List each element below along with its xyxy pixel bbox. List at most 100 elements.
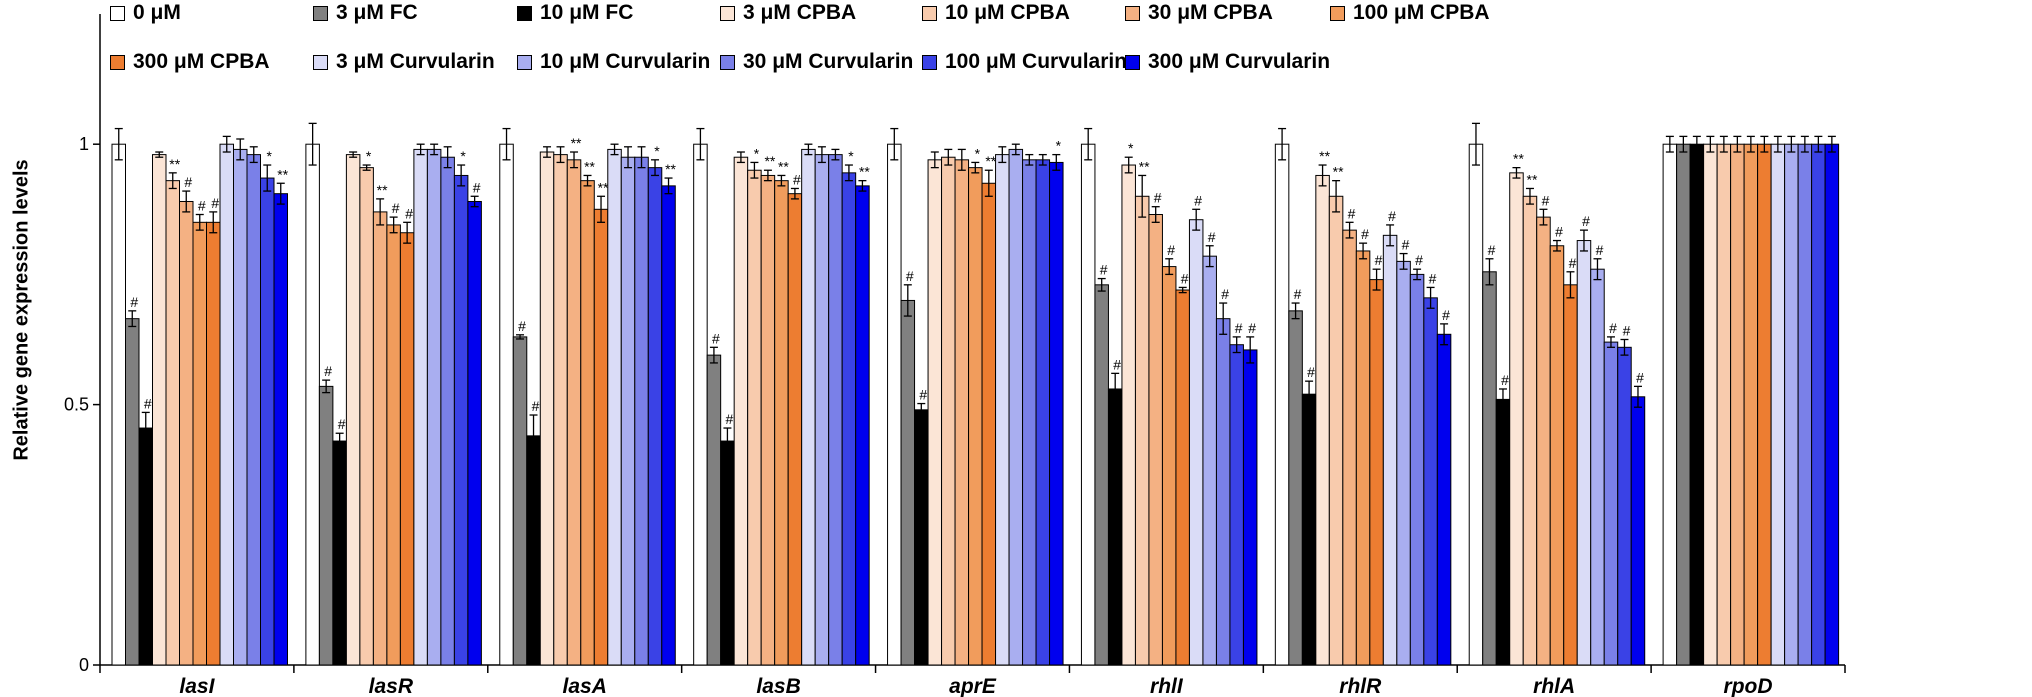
legend-swatch [1330, 5, 1345, 21]
significance-mark: # [405, 205, 413, 221]
significance-mark: # [1167, 242, 1175, 258]
significance-mark: # [532, 398, 540, 414]
significance-mark: * [366, 148, 372, 164]
significance-mark: # [392, 200, 400, 216]
bar [1242, 349, 1258, 666]
significance-mark: ** [985, 153, 996, 169]
bar [1175, 289, 1190, 666]
legend-label: 0 μM [133, 1, 181, 24]
legend-swatch [720, 54, 735, 70]
significance-mark: # [1542, 192, 1550, 208]
significance-mark: # [1582, 213, 1590, 229]
significance-mark: # [324, 363, 332, 379]
bar [747, 169, 762, 666]
bar [1509, 172, 1524, 666]
significance-mark: * [848, 148, 854, 164]
bar [386, 224, 401, 666]
bar [1522, 195, 1538, 666]
significance-mark: # [1307, 364, 1315, 380]
bar [332, 440, 347, 666]
bar [1757, 143, 1772, 666]
significance-mark: # [1181, 270, 1189, 286]
bar [593, 208, 609, 666]
legend-label: 3 μM CPBA [743, 1, 857, 24]
bar [179, 200, 194, 666]
bar [706, 354, 722, 666]
bar [1202, 255, 1217, 666]
significance-mark: # [1488, 242, 1496, 258]
x-tick-label: lasA [563, 675, 607, 697]
bar [1022, 159, 1037, 666]
significance-mark: # [1623, 323, 1631, 339]
bar [467, 200, 482, 666]
significance-mark: # [211, 195, 219, 211]
bar [305, 143, 320, 666]
bar [855, 185, 870, 666]
significance-mark: * [754, 145, 760, 161]
significance-mark: * [975, 145, 981, 161]
x-tick-label: lasB [756, 675, 800, 697]
legend-swatch [110, 54, 125, 70]
legend-item: 30 μM CPBA [1125, 0, 1273, 26]
legend-item: 3 μM FC [313, 0, 418, 26]
significance-mark: ** [1527, 171, 1538, 187]
legend-item: 10 μM Curvularin [517, 49, 710, 75]
bar [1676, 143, 1691, 666]
bar [539, 151, 555, 666]
bar [634, 156, 649, 666]
bar [1716, 143, 1732, 666]
bar [566, 159, 582, 666]
bar [828, 154, 843, 666]
bar [413, 148, 428, 666]
bar [1482, 271, 1497, 666]
bar [1134, 195, 1150, 666]
bar [1495, 398, 1511, 666]
bar [1630, 396, 1646, 666]
bar [1035, 159, 1051, 666]
bar [206, 221, 221, 666]
significance-mark: * [1128, 140, 1134, 156]
legend-label: 10 μM Curvularin [540, 50, 711, 73]
legend-label: 300 μM CPBA [133, 50, 270, 73]
legend-swatch [922, 5, 937, 21]
bar [138, 427, 153, 666]
bar [1730, 143, 1745, 666]
bar [661, 185, 676, 666]
bar [246, 154, 261, 666]
significance-mark: # [184, 174, 192, 190]
bar [399, 232, 415, 666]
legend-item: 300 μM Curvularin [1125, 49, 1330, 75]
bar [1148, 214, 1163, 666]
significance-mark: # [338, 416, 346, 432]
bar [219, 143, 234, 666]
legend-label: 3 μM FC [336, 1, 418, 24]
significance-mark: * [1056, 138, 1062, 154]
bar [1770, 143, 1786, 666]
bar [1603, 341, 1619, 666]
x-tick-label: aprE [949, 675, 997, 697]
significance-mark: # [1100, 262, 1108, 278]
legend-swatch [110, 5, 125, 21]
significance-mark: * [654, 143, 660, 159]
legend-swatch [720, 5, 735, 21]
significance-mark: # [1501, 372, 1509, 388]
bar [1094, 284, 1109, 666]
bar [968, 167, 983, 666]
significance-mark: # [144, 395, 152, 411]
legend-item: 300 μM CPBA [110, 49, 270, 75]
legend-item: 30 μM Curvularin [720, 49, 913, 75]
x-tick-label: rpoD [1724, 675, 1773, 697]
bar [1576, 240, 1592, 666]
significance-mark: # [1113, 356, 1121, 372]
significance-mark: # [1194, 192, 1202, 208]
bar [733, 156, 749, 666]
y-tick-label: 1 [79, 134, 89, 154]
bar [1396, 260, 1411, 666]
y-tick-label: 0 [79, 655, 89, 675]
significance-mark: # [1375, 252, 1383, 268]
bar [1229, 344, 1244, 666]
significance-mark: # [130, 294, 138, 310]
bar [1274, 143, 1290, 666]
bar [359, 167, 374, 666]
bar [620, 156, 636, 666]
